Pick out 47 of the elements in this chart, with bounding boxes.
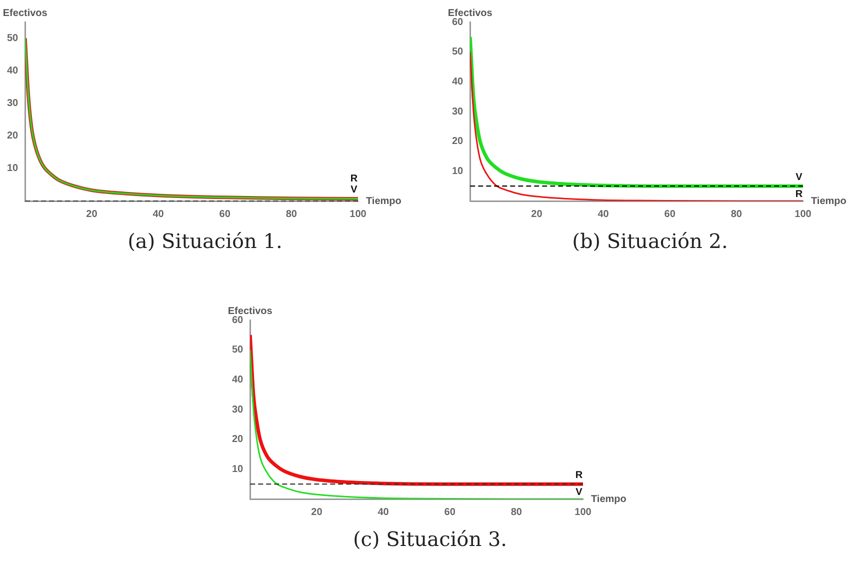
- y-tick-label: 20: [232, 434, 244, 446]
- y-tick-label: 50: [452, 46, 464, 58]
- y-tick-label: 10: [452, 166, 464, 177]
- x-tick-label: 60: [664, 208, 676, 220]
- x-tick-label: 80: [510, 506, 522, 518]
- y-tick-label: 50: [7, 33, 19, 44]
- text: (b) Situación 2.: [571, 229, 729, 253]
- y-tick-label: 60: [232, 314, 244, 326]
- y-tick-label: 30: [452, 106, 464, 118]
- y-tick-label: 20: [7, 130, 19, 142]
- x-tick-label: 40: [378, 506, 390, 518]
- series-label: V: [796, 172, 803, 183]
- x-tick-label: 80: [286, 208, 298, 220]
- x-axis-title: Tiempo: [811, 196, 846, 207]
- x-tick-label: 100: [350, 208, 367, 220]
- x-tick-label: 20: [531, 208, 543, 220]
- y-tick-label: 40: [452, 76, 464, 88]
- y-tick-label: 40: [7, 66, 19, 77]
- y-axis-title: Efectivos: [228, 306, 273, 317]
- x-tick-label: 20: [86, 208, 98, 220]
- y-tick-label: 50: [232, 344, 244, 356]
- series-label: R: [795, 188, 804, 200]
- series-label: V: [350, 184, 358, 196]
- x-tick-label: 80: [730, 208, 742, 220]
- x-tick-label: 40: [152, 208, 164, 220]
- text: (a) Situación 1.: [126, 229, 284, 253]
- x-tick-label: 20: [311, 506, 323, 518]
- y-tick-label: 10: [232, 464, 244, 475]
- x-axis-title: Tiempo: [591, 494, 626, 505]
- x-tick-label: 40: [598, 208, 610, 220]
- y-tick-label: 30: [232, 404, 244, 416]
- y-tick-label: 20: [452, 136, 464, 148]
- y-axis-title: Efectivos: [2, 8, 48, 19]
- x-tick-label: 60: [444, 506, 456, 518]
- x-axis-title: Tiempo: [366, 196, 402, 207]
- y-tick-label: 60: [452, 16, 464, 28]
- text: (c) Situación 3.: [352, 527, 508, 551]
- x-tick-label: 60: [219, 208, 231, 220]
- y-tick-label: 40: [232, 374, 244, 386]
- x-tick-label: 100: [574, 506, 592, 518]
- x-tick-label: 100: [794, 208, 812, 220]
- series-label: V: [576, 486, 583, 498]
- series-label: R: [575, 470, 584, 481]
- y-tick-label: 30: [7, 98, 19, 110]
- y-axis-title: Efectivos: [448, 8, 493, 19]
- series-label: R: [350, 173, 358, 184]
- y-tick-label: 10: [7, 163, 19, 174]
